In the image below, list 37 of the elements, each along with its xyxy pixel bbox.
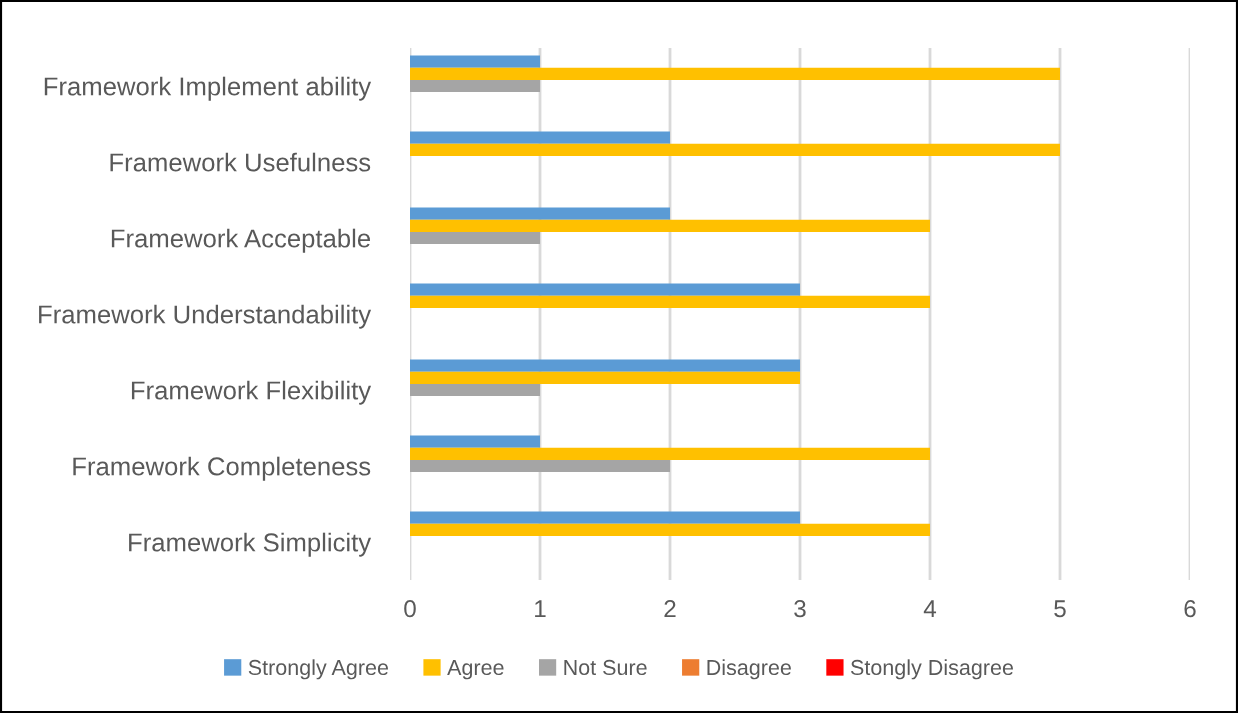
bar [410, 435, 540, 448]
x-tick-label: 0 [404, 600, 416, 618]
bar [410, 511, 800, 524]
x-tick-label: 1 [535, 600, 546, 618]
bar [410, 283, 800, 296]
legend-label: Strongly Agree [248, 659, 389, 680]
y-tick-label: Framework Understandability [39, 304, 372, 329]
bar [410, 55, 540, 68]
bar [410, 143, 1060, 156]
x-tick-label: 2 [664, 600, 676, 618]
x-tick-label: 5 [1054, 600, 1066, 618]
bar [410, 231, 540, 245]
y-tick-label: Framework Implement ability [44, 76, 372, 101]
bar [410, 67, 1060, 80]
legend-label: Not Sure [564, 659, 647, 676]
bar [410, 207, 670, 220]
y-tick-label: Framework Acceptable [111, 228, 370, 253]
bar [410, 447, 930, 460]
x-tick-label: 3 [794, 600, 806, 618]
legend-label: Agree [447, 660, 504, 680]
bar [410, 459, 670, 473]
bar [410, 371, 800, 384]
x-tick-label: 6 [1184, 600, 1196, 618]
x-tick-label: 4 [923, 600, 937, 618]
bar [410, 359, 800, 372]
bar [410, 295, 930, 308]
legend-label: Disagree [707, 659, 791, 680]
y-tick-label: Framework Simplicity [129, 532, 372, 557]
y-tick-label: Framework Usefulness [110, 152, 371, 172]
bar [410, 79, 540, 93]
bar [410, 219, 930, 232]
y-tick-label: Framework Flexibility [131, 380, 372, 405]
bar [410, 383, 540, 397]
legend-label: Stongly Disagree [850, 659, 1013, 680]
y-tick-label: Framework Completeness [73, 456, 371, 481]
bar [410, 523, 930, 536]
bar [410, 131, 670, 144]
